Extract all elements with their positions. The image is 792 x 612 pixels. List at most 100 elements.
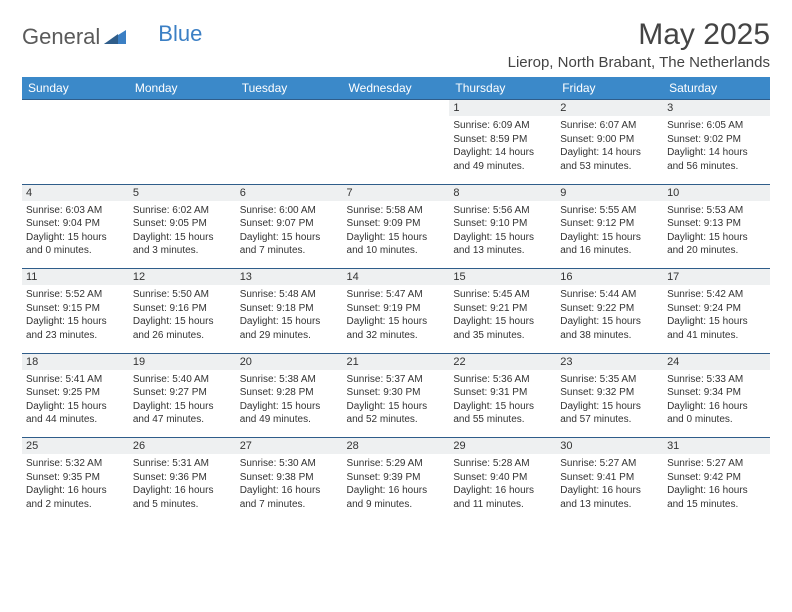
daylight-line: Daylight: 15 hours and 57 minutes. xyxy=(560,400,659,427)
sunset-line: Sunset: 9:19 PM xyxy=(347,302,446,316)
day-data-row: Sunrise: 5:41 AMSunset: 9:25 PMDaylight:… xyxy=(22,370,770,438)
sunset-line: Sunset: 9:39 PM xyxy=(347,471,446,485)
daylight-line: Daylight: 16 hours and 15 minutes. xyxy=(667,484,766,511)
sunrise-line: Sunrise: 6:09 AM xyxy=(453,119,552,133)
daylight-line: Daylight: 16 hours and 13 minutes. xyxy=(560,484,659,511)
day-number-row: 11121314151617 xyxy=(22,269,770,286)
day-number-cell: 15 xyxy=(449,269,556,286)
sunrise-line: Sunrise: 5:38 AM xyxy=(240,373,339,387)
calendar-body: 123Sunrise: 6:09 AMSunset: 8:59 PMDaylig… xyxy=(22,100,770,523)
sunrise-line: Sunrise: 5:37 AM xyxy=(347,373,446,387)
sunset-line: Sunset: 9:18 PM xyxy=(240,302,339,316)
sunrise-line: Sunrise: 5:35 AM xyxy=(560,373,659,387)
daylight-line: Daylight: 14 hours and 53 minutes. xyxy=(560,146,659,173)
day-data-cell: Sunrise: 5:31 AMSunset: 9:36 PMDaylight:… xyxy=(129,454,236,522)
weekday-header-row: Sunday Monday Tuesday Wednesday Thursday… xyxy=(22,77,770,100)
day-data-cell: Sunrise: 6:05 AMSunset: 9:02 PMDaylight:… xyxy=(663,116,770,184)
sunset-line: Sunset: 9:36 PM xyxy=(133,471,232,485)
day-number-cell: 10 xyxy=(663,184,770,201)
day-number-cell: 31 xyxy=(663,438,770,455)
sunrise-line: Sunrise: 5:29 AM xyxy=(347,457,446,471)
sunset-line: Sunset: 9:38 PM xyxy=(240,471,339,485)
header: General Blue May 2025 Lierop, North Brab… xyxy=(22,18,770,71)
day-number-cell: 26 xyxy=(129,438,236,455)
daylight-line: Daylight: 15 hours and 44 minutes. xyxy=(26,400,125,427)
daylight-line: Daylight: 15 hours and 47 minutes. xyxy=(133,400,232,427)
day-data-cell: Sunrise: 5:40 AMSunset: 9:27 PMDaylight:… xyxy=(129,370,236,438)
day-number-cell: 14 xyxy=(343,269,450,286)
sunrise-line: Sunrise: 5:56 AM xyxy=(453,204,552,218)
day-data-cell: Sunrise: 5:29 AMSunset: 9:39 PMDaylight:… xyxy=(343,454,450,522)
daylight-line: Daylight: 15 hours and 3 minutes. xyxy=(133,231,232,258)
sunrise-line: Sunrise: 5:27 AM xyxy=(667,457,766,471)
day-number-cell: 16 xyxy=(556,269,663,286)
daylight-line: Daylight: 15 hours and 55 minutes. xyxy=(453,400,552,427)
day-data-cell: Sunrise: 5:36 AMSunset: 9:31 PMDaylight:… xyxy=(449,370,556,438)
day-data-cell: Sunrise: 5:45 AMSunset: 9:21 PMDaylight:… xyxy=(449,285,556,353)
day-number-cell: 5 xyxy=(129,184,236,201)
sunset-line: Sunset: 9:02 PM xyxy=(667,133,766,147)
day-number-cell: 6 xyxy=(236,184,343,201)
day-data-cell: Sunrise: 5:56 AMSunset: 9:10 PMDaylight:… xyxy=(449,201,556,269)
day-number-cell: 23 xyxy=(556,353,663,370)
daylight-line: Daylight: 16 hours and 11 minutes. xyxy=(453,484,552,511)
sunset-line: Sunset: 9:40 PM xyxy=(453,471,552,485)
sunrise-line: Sunrise: 6:03 AM xyxy=(26,204,125,218)
sunrise-line: Sunrise: 5:44 AM xyxy=(560,288,659,302)
day-data-cell: Sunrise: 6:02 AMSunset: 9:05 PMDaylight:… xyxy=(129,201,236,269)
day-data-cell: Sunrise: 5:30 AMSunset: 9:38 PMDaylight:… xyxy=(236,454,343,522)
day-data-cell: Sunrise: 5:38 AMSunset: 9:28 PMDaylight:… xyxy=(236,370,343,438)
day-data-cell: Sunrise: 5:28 AMSunset: 9:40 PMDaylight:… xyxy=(449,454,556,522)
day-number-cell: 21 xyxy=(343,353,450,370)
day-data-cell: Sunrise: 5:58 AMSunset: 9:09 PMDaylight:… xyxy=(343,201,450,269)
day-number-cell: 18 xyxy=(22,353,129,370)
day-data-cell: Sunrise: 6:00 AMSunset: 9:07 PMDaylight:… xyxy=(236,201,343,269)
day-data-cell: Sunrise: 5:33 AMSunset: 9:34 PMDaylight:… xyxy=(663,370,770,438)
title-block: May 2025 Lierop, North Brabant, The Neth… xyxy=(508,18,770,71)
daylight-line: Daylight: 15 hours and 32 minutes. xyxy=(347,315,446,342)
daylight-line: Daylight: 16 hours and 9 minutes. xyxy=(347,484,446,511)
day-number-cell: 8 xyxy=(449,184,556,201)
day-number-row: 18192021222324 xyxy=(22,353,770,370)
sunrise-line: Sunrise: 5:45 AM xyxy=(453,288,552,302)
daylight-line: Daylight: 14 hours and 56 minutes. xyxy=(667,146,766,173)
day-number-cell: 9 xyxy=(556,184,663,201)
daylight-line: Daylight: 15 hours and 23 minutes. xyxy=(26,315,125,342)
sunset-line: Sunset: 9:16 PM xyxy=(133,302,232,316)
day-data-cell: Sunrise: 5:47 AMSunset: 9:19 PMDaylight:… xyxy=(343,285,450,353)
weekday-header: Friday xyxy=(556,77,663,100)
sunset-line: Sunset: 9:12 PM xyxy=(560,217,659,231)
day-number-cell xyxy=(22,100,129,117)
daylight-line: Daylight: 15 hours and 0 minutes. xyxy=(26,231,125,258)
logo: General Blue xyxy=(22,18,202,50)
day-data-cell: Sunrise: 5:35 AMSunset: 9:32 PMDaylight:… xyxy=(556,370,663,438)
sunrise-line: Sunrise: 5:33 AM xyxy=(667,373,766,387)
day-data-cell: Sunrise: 5:53 AMSunset: 9:13 PMDaylight:… xyxy=(663,201,770,269)
sunset-line: Sunset: 9:05 PM xyxy=(133,217,232,231)
sunrise-line: Sunrise: 5:31 AM xyxy=(133,457,232,471)
day-number-cell: 24 xyxy=(663,353,770,370)
sunset-line: Sunset: 9:00 PM xyxy=(560,133,659,147)
sunset-line: Sunset: 9:28 PM xyxy=(240,386,339,400)
sunrise-line: Sunrise: 5:40 AM xyxy=(133,373,232,387)
sunrise-line: Sunrise: 6:02 AM xyxy=(133,204,232,218)
day-data-cell: Sunrise: 5:55 AMSunset: 9:12 PMDaylight:… xyxy=(556,201,663,269)
sunrise-line: Sunrise: 5:58 AM xyxy=(347,204,446,218)
day-data-cell xyxy=(22,116,129,184)
weekday-header: Sunday xyxy=(22,77,129,100)
daylight-line: Daylight: 15 hours and 13 minutes. xyxy=(453,231,552,258)
day-number-cell: 7 xyxy=(343,184,450,201)
sunrise-line: Sunrise: 6:05 AM xyxy=(667,119,766,133)
day-number-cell: 25 xyxy=(22,438,129,455)
day-data-cell: Sunrise: 5:37 AMSunset: 9:30 PMDaylight:… xyxy=(343,370,450,438)
day-data-cell: Sunrise: 5:44 AMSunset: 9:22 PMDaylight:… xyxy=(556,285,663,353)
sunrise-line: Sunrise: 5:27 AM xyxy=(560,457,659,471)
day-number-cell: 17 xyxy=(663,269,770,286)
day-number-cell: 11 xyxy=(22,269,129,286)
day-data-cell xyxy=(129,116,236,184)
day-number-cell: 3 xyxy=(663,100,770,117)
day-number-cell: 1 xyxy=(449,100,556,117)
daylight-line: Daylight: 15 hours and 52 minutes. xyxy=(347,400,446,427)
sunset-line: Sunset: 9:09 PM xyxy=(347,217,446,231)
sunrise-line: Sunrise: 5:50 AM xyxy=(133,288,232,302)
